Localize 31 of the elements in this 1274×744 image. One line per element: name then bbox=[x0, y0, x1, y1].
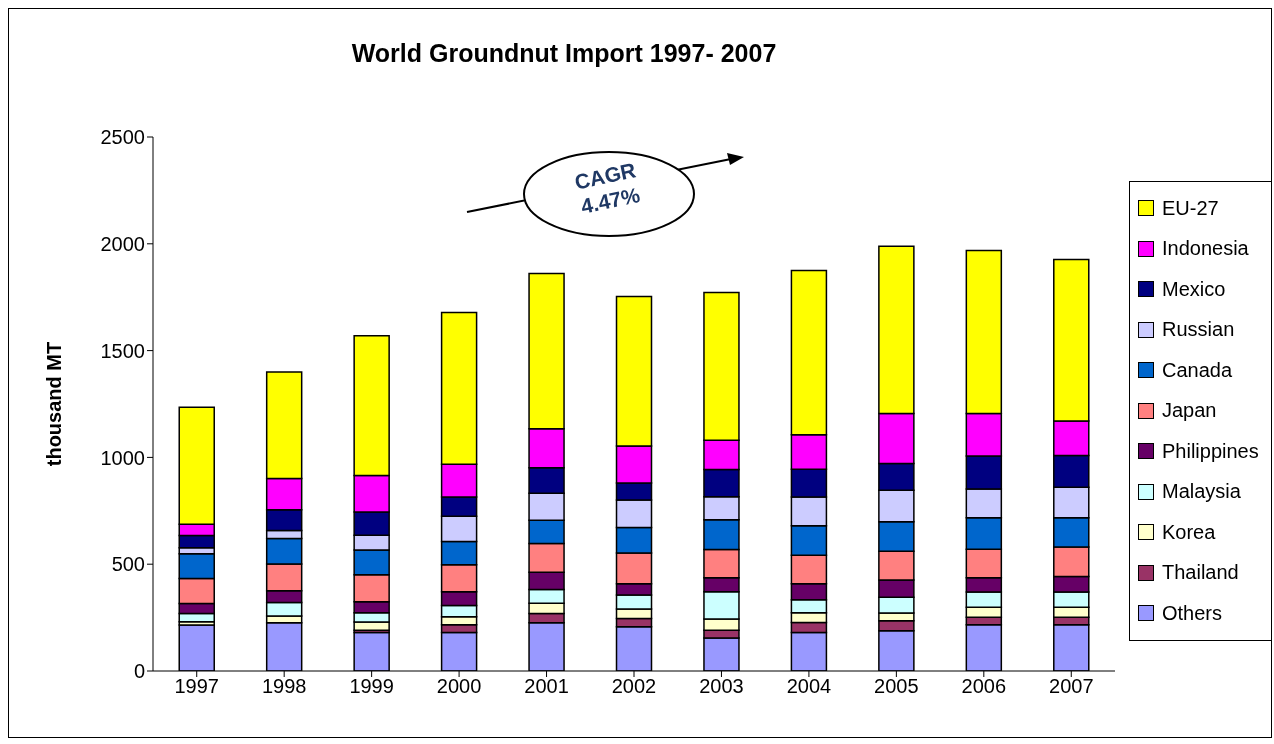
x-tick-label: 1998 bbox=[261, 675, 307, 698]
legend-label: Thailand bbox=[1162, 561, 1239, 585]
x-tick-label: 2002 bbox=[611, 675, 657, 698]
y-tick-label: 2000 bbox=[100, 232, 145, 255]
legend-label: Malaysia bbox=[1162, 480, 1241, 504]
x-tick-label: 1999 bbox=[349, 675, 394, 698]
x-tick-label: 2005 bbox=[874, 675, 919, 698]
legend-label: EU-27 bbox=[1162, 196, 1219, 220]
x-tick-label: 2001 bbox=[524, 675, 569, 698]
x-tick-label: 2004 bbox=[786, 675, 832, 698]
x-tick-label: 2003 bbox=[699, 675, 744, 698]
legend-label: Others bbox=[1162, 601, 1223, 625]
y-tick-label: 500 bbox=[111, 553, 145, 576]
annotation: CAGR 4.47% bbox=[572, 158, 643, 218]
legend-label: Russian bbox=[1162, 318, 1235, 342]
y-tick-label: 1500 bbox=[100, 339, 145, 362]
legend-label: Canada bbox=[1162, 358, 1233, 382]
legend-label: Mexico bbox=[1162, 277, 1226, 301]
x-tick-label: 2007 bbox=[1049, 675, 1094, 698]
y-tick-label: 2500 bbox=[100, 126, 145, 149]
legend-label: Japan bbox=[1162, 399, 1217, 423]
y-tick-label: 1000 bbox=[100, 446, 145, 469]
legend-label: Philippines bbox=[1162, 439, 1259, 463]
y-tick-label: 0 bbox=[133, 660, 145, 683]
legend-label: Korea bbox=[1162, 520, 1216, 544]
chart-title: World Groundnut Import 1997- 2007 bbox=[350, 39, 778, 68]
x-tick-label: 1997 bbox=[174, 675, 219, 698]
y-axis-title: thousand MT bbox=[43, 341, 66, 467]
legend-label: Indonesia bbox=[1162, 237, 1249, 261]
x-tick-label: 2006 bbox=[961, 675, 1007, 698]
x-tick-label: 2000 bbox=[436, 675, 482, 698]
